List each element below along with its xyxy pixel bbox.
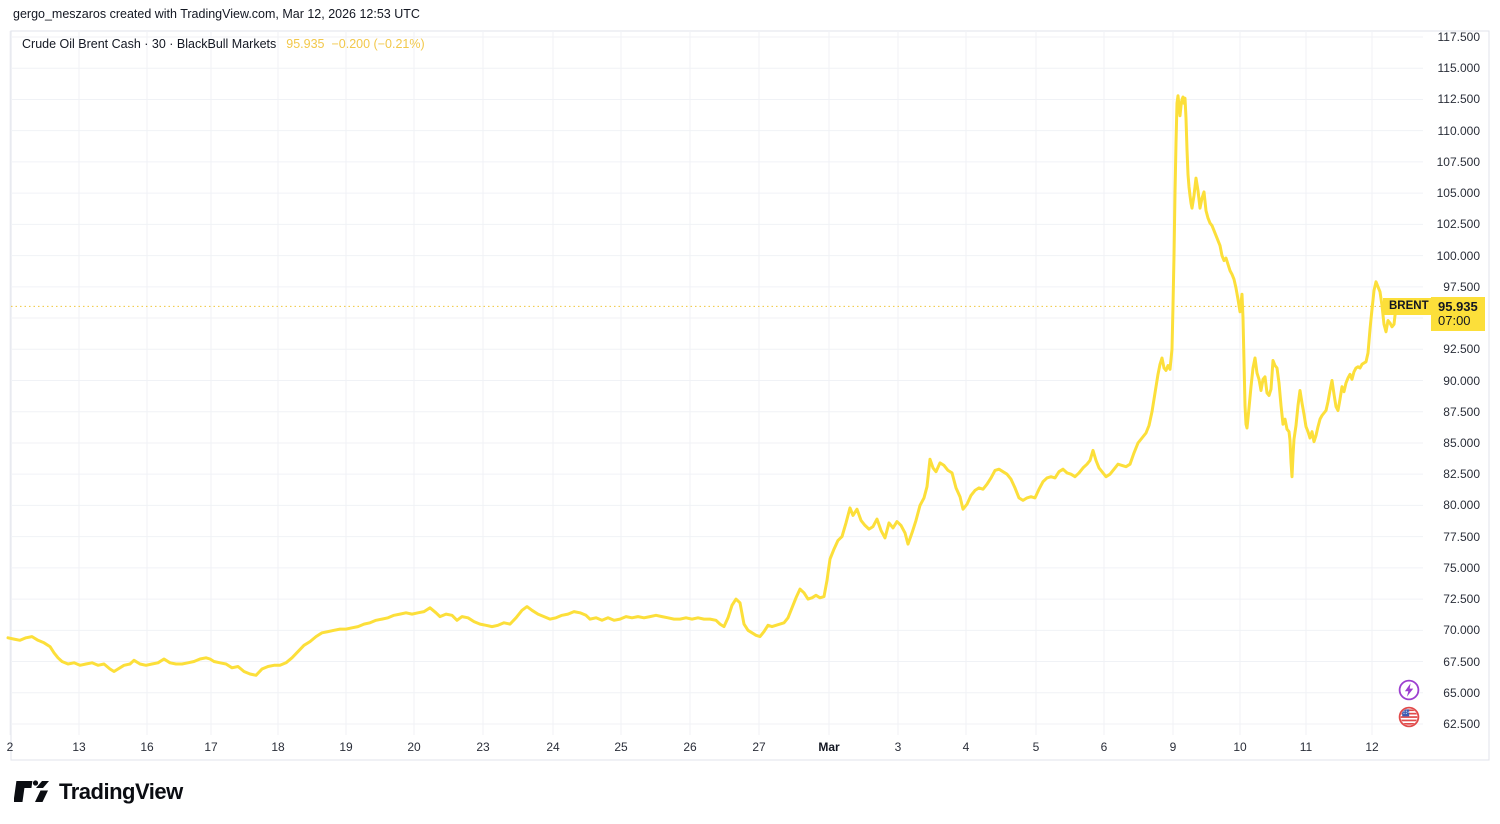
x-axis-label: 19 (339, 740, 353, 754)
x-axis-label: 23 (476, 740, 490, 754)
y-axis-label: 92.500 (1443, 342, 1480, 357)
tradingview-logo-icon (14, 780, 49, 802)
y-axis-label: 117.500 (1437, 30, 1481, 44)
x-axis-label: 24 (546, 740, 560, 754)
x-axis-label: 9 (1169, 740, 1177, 754)
x-axis-label: 20 (407, 740, 421, 754)
last-price-time: 07:00 (1438, 313, 1471, 329)
y-axis-label: 100.000 (1436, 248, 1480, 263)
x-axis-label: 26 (683, 740, 697, 754)
symbol-price-flag: BRENT (1383, 298, 1435, 316)
x-axis-label: 13 (72, 740, 86, 754)
y-axis-label: 77.500 (1443, 529, 1480, 544)
y-axis-label: 102.500 (1436, 217, 1480, 232)
x-axis-label: 3 (894, 740, 902, 754)
attribution-text: gergo_meszaros created with TradingView.… (13, 7, 420, 21)
y-axis-label: 90.000 (1443, 373, 1480, 388)
x-axis-label: 18 (271, 740, 285, 754)
y-axis-label: 80.000 (1443, 498, 1480, 513)
y-axis-label: 70.000 (1443, 623, 1480, 638)
price-line-series (6, 94, 1398, 677)
y-axis-label: 87.500 (1443, 404, 1480, 419)
y-axis-label: 65.000 (1443, 685, 1480, 700)
last-price-value: 95.935 (286, 37, 325, 51)
y-axis-label: 107.500 (1436, 154, 1480, 169)
y-axis-label: 105.000 (1436, 186, 1480, 201)
y-axis-label: 110.000 (1437, 123, 1481, 138)
x-axis-label: 25 (614, 740, 628, 754)
x-axis-label: 11 (1299, 740, 1313, 754)
price-change: −0.200 (−0.21%) (331, 37, 425, 51)
us-flag-event-icon[interactable] (1398, 706, 1420, 728)
last-price-label: 95.935 07:00 (1431, 297, 1485, 332)
y-axis-label: 72.500 (1443, 592, 1480, 607)
y-axis-label: 82.500 (1443, 467, 1480, 482)
x-axis-label: 27 (752, 740, 766, 754)
tradingview-logo-text: TradingView (59, 778, 183, 804)
chart-frame (10, 30, 1490, 761)
y-axis-label: 115.000 (1437, 61, 1481, 76)
y-axis-label: 97.500 (1443, 279, 1480, 294)
x-axis-label: 17 (204, 740, 218, 754)
y-axis-label: 85.000 (1443, 435, 1480, 450)
last-price-text: 95.935 (1438, 299, 1478, 315)
x-axis-label: Mar (818, 740, 840, 754)
symbol-title: Crude Oil Brent Cash · 30 · BlackBull Ma… (22, 37, 277, 51)
x-axis-label: 6 (1100, 740, 1108, 754)
x-axis-label: 2 (6, 740, 14, 754)
symbol-legend: Crude Oil Brent Cash · 30 · BlackBull Ma… (22, 37, 425, 51)
y-axis-label: 112.500 (1437, 92, 1481, 107)
lightning-event-icon[interactable] (1398, 679, 1420, 701)
y-axis-label: 75.000 (1443, 560, 1480, 575)
tradingview-logo[interactable]: TradingView (14, 778, 183, 805)
y-axis-label: 67.500 (1443, 654, 1480, 669)
x-axis-label: 10 (1233, 740, 1247, 754)
x-axis-label: 12 (1365, 740, 1379, 754)
x-axis-label: 16 (140, 740, 154, 754)
x-axis-label: 5 (1032, 740, 1040, 754)
x-axis-label: 4 (962, 740, 970, 754)
y-axis-label: 62.500 (1443, 717, 1480, 731)
symbol-name: BRENT (1389, 300, 1429, 313)
